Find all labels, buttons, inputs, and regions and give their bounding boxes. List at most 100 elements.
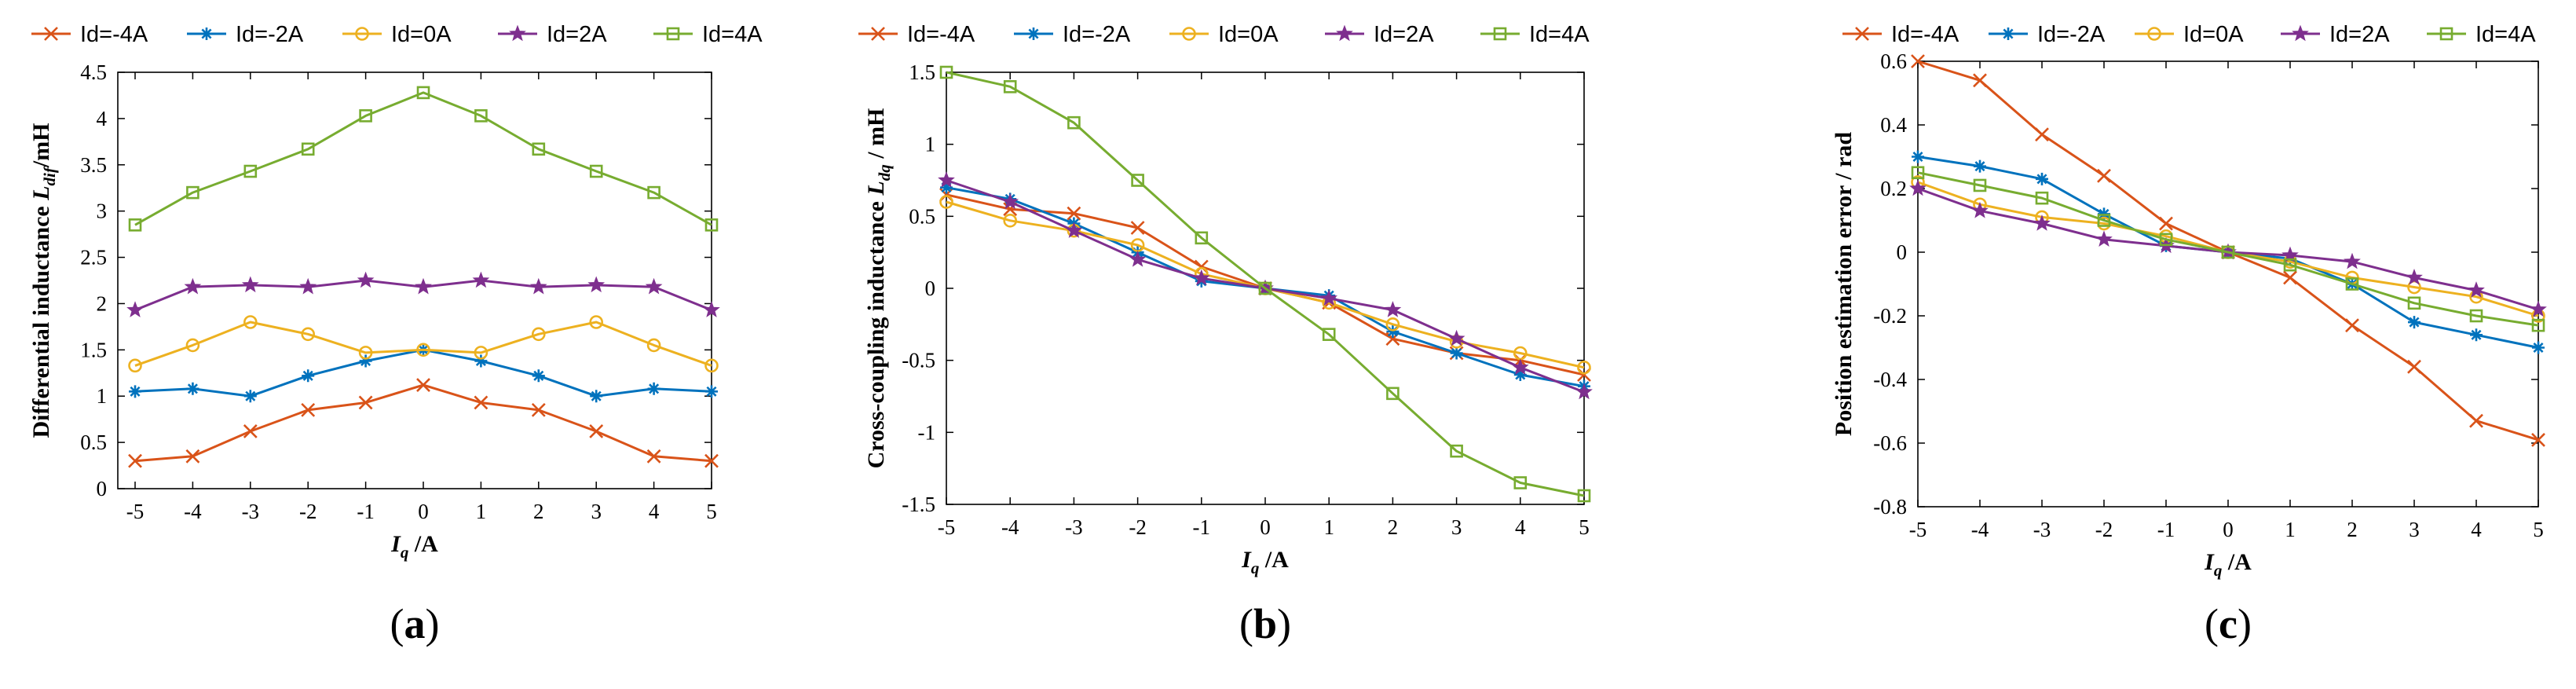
panel-caption: (b) — [1239, 600, 1291, 647]
legend-item: Id=0A — [2135, 22, 2244, 47]
data-point — [1385, 317, 1400, 332]
data-point — [185, 338, 200, 353]
legend-label: Id=2A — [2329, 22, 2390, 47]
data-point — [1067, 206, 1081, 221]
data-point — [241, 276, 259, 293]
x-tick-label: -2 — [299, 500, 317, 523]
data-point — [705, 385, 718, 398]
data-point — [2531, 318, 2545, 332]
data-point — [1322, 328, 1336, 341]
x-tick-label: 0 — [1260, 515, 1271, 539]
legend-marker — [200, 27, 213, 40]
data-point — [184, 277, 202, 295]
series-Id=4A — [939, 65, 1591, 503]
y-tick-label: 1 — [925, 133, 936, 156]
data-point — [1386, 387, 1400, 401]
x-tick-label: -3 — [2033, 518, 2051, 541]
series-line — [134, 321, 712, 367]
data-point — [1911, 166, 1925, 180]
x-tick-label: -5 — [1909, 518, 1927, 541]
data-point — [1130, 221, 1145, 235]
series-line — [134, 91, 712, 226]
data-point — [590, 390, 603, 403]
data-point — [472, 271, 490, 288]
data-point — [1513, 476, 1528, 489]
legend-item: Id=4A — [653, 22, 763, 47]
x-tick-label: 2 — [1388, 515, 1399, 539]
legend-marker — [1182, 27, 1196, 41]
x-tick-label: -5 — [126, 500, 145, 523]
legend-label: Id=0A — [1218, 22, 1279, 47]
data-point — [532, 327, 546, 342]
data-point — [1067, 115, 1081, 130]
y-axis-label: Differential inductance Ldif/mH — [28, 123, 59, 438]
legend-marker — [44, 27, 58, 41]
legend-marker — [1493, 27, 1507, 41]
legend-label: Id=4A — [702, 22, 763, 47]
y-tick-label: -0.4 — [1873, 368, 1907, 391]
legend-item: Id=-2A — [187, 22, 304, 47]
data-point — [704, 218, 719, 232]
x-axis-label: Iq /A — [390, 531, 438, 562]
data-point — [2531, 433, 2545, 447]
data-point — [2407, 296, 2421, 310]
data-point — [128, 453, 142, 468]
data-point — [301, 402, 316, 417]
data-point — [2408, 316, 2420, 329]
legend-label: Id=-2A — [236, 22, 304, 47]
data-point — [302, 369, 315, 383]
x-tick-label: 0 — [2223, 518, 2234, 541]
data-point — [2344, 252, 2361, 269]
chart-panel-b: -5 -4 -3 -2 -1 0 1 2 3 4 5 -1.5 -1 -0.5 0 0.5 1 1.5 Id=-4A… — [858, 22, 1593, 647]
data-point — [2469, 413, 2483, 428]
series-Id=-4A — [128, 378, 719, 468]
x-tick-label: -3 — [1065, 515, 1083, 539]
chart-panel-c: -5 -4 -3 -2 -1 0 1 2 3 4 5 -0.8 -0.6 -0.4 -0.2 0 0.2 0.4 0… — [1831, 22, 2547, 647]
x-tick-label: 3 — [2409, 518, 2420, 541]
data-point — [939, 195, 953, 209]
x-tick-label: -4 — [184, 500, 202, 523]
y-tick-label: -1 — [918, 420, 936, 444]
x-tick-label: 5 — [2533, 518, 2544, 541]
data-point — [646, 338, 661, 353]
data-point — [587, 276, 606, 293]
data-point — [940, 181, 953, 194]
data-point — [1974, 159, 1986, 173]
legend-item: Id=4A — [2427, 22, 2536, 47]
y-tick-label: 2.5 — [80, 246, 107, 269]
y-tick-label: 0 — [925, 277, 936, 300]
data-point — [646, 449, 661, 464]
data-point — [2097, 214, 2111, 227]
series-Id=2A — [1909, 179, 2547, 317]
x-axis-label: Iq /A — [1241, 547, 1289, 577]
data-point — [2033, 214, 2051, 231]
x-tick-label: -3 — [242, 500, 260, 523]
x-tick-label: 0 — [418, 500, 429, 523]
data-point — [474, 354, 488, 368]
legend-label: Id=0A — [2183, 22, 2244, 47]
x-tick-label: 5 — [1579, 515, 1590, 539]
legend-marker — [666, 27, 680, 41]
legend-label: Id=2A — [1374, 22, 1434, 47]
legend-marker — [2002, 27, 2014, 40]
data-point — [1511, 358, 1529, 376]
y-tick-label: 0 — [1897, 240, 1908, 264]
data-point — [589, 164, 603, 178]
data-point — [2283, 258, 2297, 272]
legend-marker — [509, 24, 526, 42]
legend-label: Id=4A — [2475, 22, 2536, 47]
data-point — [359, 354, 372, 368]
data-point — [1973, 178, 1987, 192]
x-axis-label: Iq /A — [2204, 549, 2252, 580]
data-point — [1129, 250, 1147, 267]
x-tick-label: 2 — [2347, 518, 2358, 541]
data-point — [129, 385, 142, 398]
x-tick-label: 1 — [476, 500, 487, 523]
y-tick-label: 4 — [97, 107, 108, 130]
x-tick-label: 5 — [706, 500, 717, 523]
x-tick-label: 3 — [1451, 515, 1462, 539]
legend-item: Id=0A — [1169, 22, 1279, 47]
data-point — [703, 301, 720, 317]
legend: Id=-4A Id=-2A Id=0A Id=2A Id=4A — [31, 22, 763, 47]
data-point — [1195, 231, 1209, 245]
